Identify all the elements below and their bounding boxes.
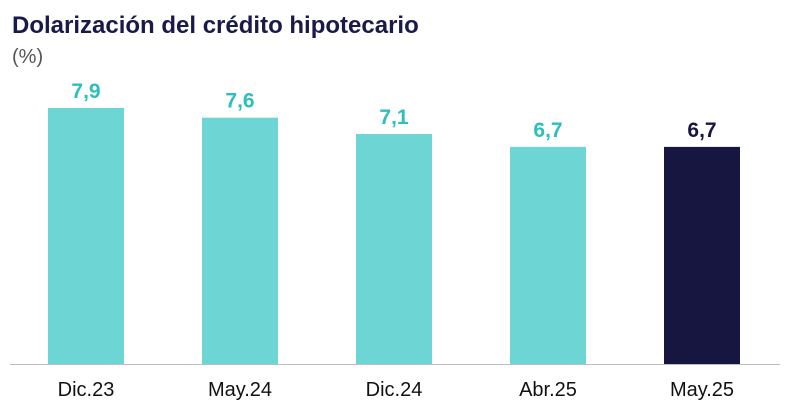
bars-group (48, 108, 740, 364)
bar-dic-24 (356, 133, 432, 364)
value-labels-group: 7,9 7,6 7,1 6,7 6,7 (71, 80, 716, 142)
x-tick-label: May.24 (208, 379, 272, 401)
value-label: 6,7 (533, 119, 562, 142)
x-tick-label: Dic.23 (58, 379, 115, 401)
bar-may-25 (664, 146, 740, 364)
value-label: 6,7 (687, 119, 716, 142)
tick-labels-group: Dic.23 May.24 Dic.24 Abr.25 May.25 (58, 379, 734, 401)
x-tick-label: Dic.24 (366, 379, 423, 401)
bar-may-24 (202, 117, 278, 364)
value-label: 7,6 (225, 90, 254, 113)
chart-subtitle: (%) (12, 46, 44, 68)
value-label: 7,1 (379, 106, 409, 129)
bar-abr-25 (510, 146, 586, 364)
value-label: 7,9 (71, 80, 100, 103)
chart-title: Dolarización del crédito hipotecario (12, 12, 419, 39)
x-tick-label: Abr.25 (519, 379, 577, 401)
bar-dic-23 (48, 108, 124, 364)
x-tick-label: May.25 (670, 379, 734, 401)
